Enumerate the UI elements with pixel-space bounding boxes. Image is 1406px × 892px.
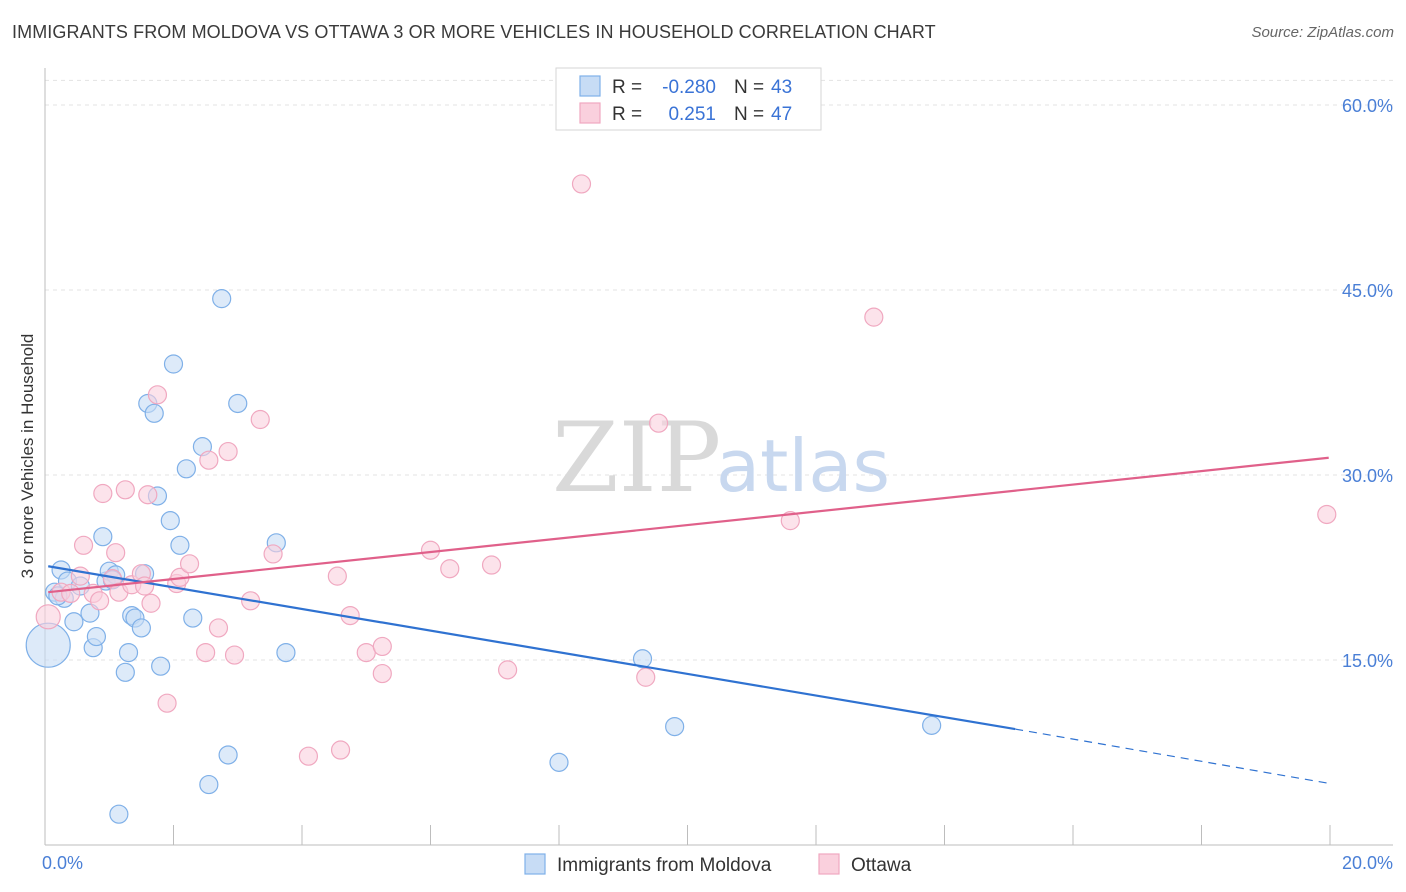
chart-title: IMMIGRANTS FROM MOLDOVA VS OTTAWA 3 OR M… — [12, 22, 936, 42]
y-tick-label-2: 45.0% — [1342, 281, 1393, 301]
trendlines — [48, 456, 1329, 784]
ottawa-point-28 — [263, 544, 283, 564]
legend-n-value-ottawa: 47 — [771, 104, 792, 125]
moldova-point-29 — [183, 608, 203, 628]
ottawa-point-27 — [250, 409, 270, 430]
legend-r-value-ottawa: 0.251 — [668, 104, 716, 125]
ottawa-point-46 — [134, 576, 155, 596]
ottawa-trendline — [48, 456, 1329, 594]
ottawa-point-17 — [157, 693, 177, 713]
ottawa-point-4 — [73, 535, 94, 555]
ottawa-point-23 — [208, 618, 229, 638]
moldova-point-31 — [199, 774, 219, 795]
x-tick-label-max: 20.0% — [1342, 853, 1393, 873]
ottawa-point-22 — [199, 450, 219, 470]
bottom-legend-label-moldova: Immigrants from Moldova — [557, 855, 772, 876]
ottawa-point-6 — [90, 591, 110, 611]
watermark-atlas: atlas — [716, 424, 890, 508]
legend-n-label-ottawa: N = — [734, 104, 764, 125]
moldova-point-15 — [115, 662, 135, 682]
ottawa-point-21 — [196, 642, 216, 663]
legend-swatch-moldova — [579, 75, 601, 97]
moldova-point-16 — [118, 642, 139, 663]
ottawa-point-40 — [571, 174, 592, 194]
ottawa-point-38 — [481, 555, 502, 575]
ottawa-point-2 — [61, 583, 81, 604]
ottawa-point-45 — [1317, 504, 1337, 525]
ottawa-point-41 — [636, 667, 656, 687]
ottawa-point-36 — [420, 540, 441, 560]
ottawa-point-35 — [372, 663, 392, 684]
moldova-point-5 — [64, 612, 84, 632]
legend-r-label-ottawa: R = — [612, 104, 642, 125]
moldova-point-33 — [218, 745, 238, 765]
x-tick-label-min: 0.0% — [42, 853, 83, 873]
moldova-point-26 — [163, 354, 184, 374]
moldova-trendline-extension — [1015, 728, 1329, 784]
moldova-point-27 — [170, 535, 190, 555]
y-axis-title: 3 or more Vehicles in Household — [18, 334, 37, 579]
ottawa-point-15 — [141, 593, 161, 613]
watermark: ZIP atlas — [552, 402, 890, 514]
y-tick-label-0: 15.0% — [1342, 651, 1393, 671]
legend-box: R = -0.280 N = 43 R = 0.251 N = 47 — [555, 67, 822, 131]
ottawa-point-30 — [327, 566, 347, 586]
legend-n-value-moldova: 43 — [771, 77, 792, 98]
moldova-point-34 — [228, 393, 248, 414]
legend-n-label-moldova: N = — [734, 77, 764, 98]
moldova-point-22 — [144, 403, 164, 423]
watermark-zip: ZIP — [552, 402, 721, 514]
y-tick-label-3: 60.0% — [1342, 96, 1393, 116]
x-ticks — [44, 825, 1331, 845]
legend-r-value-moldova: -0.280 — [662, 77, 716, 98]
ottawa-point-44 — [864, 307, 884, 327]
ottawa-point-14 — [138, 485, 158, 505]
moldova-point-9 — [86, 626, 107, 647]
moldova-point-25 — [160, 511, 180, 531]
bottom-legend: Immigrants from Moldova Ottawa — [524, 853, 912, 876]
moldova-point-14 — [109, 804, 129, 824]
y-tick-label-1: 30.0% — [1342, 466, 1393, 486]
moldova-point-28 — [176, 459, 196, 479]
chart-source: Source: ZipAtlas.com — [1251, 24, 1394, 41]
ottawa-point-43 — [780, 511, 800, 531]
ottawa-point-9 — [106, 543, 126, 563]
moldova-trendline — [48, 565, 1016, 731]
ottawa-point-42 — [648, 413, 669, 433]
y-tick-labels: 15.0% 30.0% 45.0% 60.0% — [1342, 96, 1393, 671]
moldova-point-36 — [276, 642, 296, 663]
legend-r-label-moldova: R = — [612, 77, 642, 98]
moldova-point-40 — [922, 715, 942, 735]
ottawa-point-39 — [498, 660, 518, 680]
ottawa-point-20 — [179, 554, 200, 574]
ottawa-point-16 — [147, 385, 168, 405]
moldova-point-39 — [665, 716, 685, 737]
ottawa-point-0 — [35, 604, 61, 630]
ottawa-point-29 — [298, 746, 319, 766]
legend-swatch-ottawa — [579, 102, 601, 124]
axes — [44, 68, 1393, 846]
moldova-point-24 — [151, 656, 171, 676]
ottawa-point-11 — [115, 480, 135, 500]
bottom-legend-swatch-moldova — [524, 853, 546, 875]
ottawa-point-34 — [372, 636, 392, 657]
moldova-point-38 — [632, 649, 653, 669]
ottawa-point-33 — [356, 642, 376, 663]
ottawa-point-24 — [218, 441, 238, 462]
moldova-point-10 — [93, 527, 113, 547]
moldova-point-0 — [25, 622, 71, 668]
moldova-point-32 — [212, 289, 232, 309]
gridlines — [45, 79, 1393, 661]
bottom-legend-swatch-ottawa — [818, 853, 840, 875]
moldova-point-37 — [549, 752, 569, 772]
bottom-legend-label-ottawa: Ottawa — [851, 855, 912, 876]
ottawa-point-37 — [440, 559, 460, 579]
ottawa-point-31 — [330, 740, 351, 760]
moldova-point-19 — [131, 618, 151, 638]
series-moldova-points — [25, 289, 942, 824]
ottawa-point-7 — [93, 483, 113, 504]
ottawa-point-25 — [224, 645, 245, 665]
